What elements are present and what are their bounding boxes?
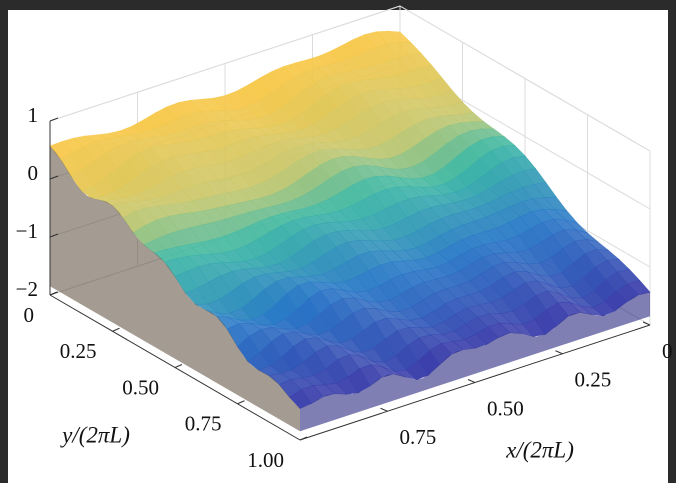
- z-tick-label: 0: [28, 161, 39, 185]
- x-tick-label: 0: [662, 339, 673, 363]
- x-tick-label: 0.25: [575, 368, 612, 392]
- page: {"chart_data": {"type": "surface", "xlab…: [0, 0, 676, 483]
- chart: −2 −1 0 1 0 0.25 0.50 0.75 1.00 0 0.25 0.50 0.75 x/(2…: [0, 0, 676, 483]
- x-axis-label: x/(2πL): [505, 437, 574, 462]
- x-tick: [468, 380, 475, 383]
- y-tick-label: 0: [24, 303, 35, 327]
- z-tick: [50, 118, 58, 121]
- y-tick: [113, 328, 120, 331]
- x-tick: [381, 408, 388, 411]
- y-tick: [238, 401, 245, 404]
- z-tick-label: 1: [28, 103, 39, 127]
- y-tick-label: 1.00: [247, 448, 284, 472]
- x-tick-label: 0.50: [487, 396, 524, 420]
- y-tick-label: 0.50: [122, 375, 159, 399]
- y-tick-label: 0.75: [185, 412, 222, 436]
- x-tick-label: 0.75: [400, 425, 437, 449]
- z-tick-label: −1: [16, 219, 38, 243]
- y-tick-label: 0.25: [60, 339, 97, 363]
- y-tick: [175, 365, 182, 368]
- z-tick-label: −2: [16, 277, 38, 301]
- y-axis-label: y/(2πL): [60, 422, 130, 447]
- x-tick: [556, 351, 563, 354]
